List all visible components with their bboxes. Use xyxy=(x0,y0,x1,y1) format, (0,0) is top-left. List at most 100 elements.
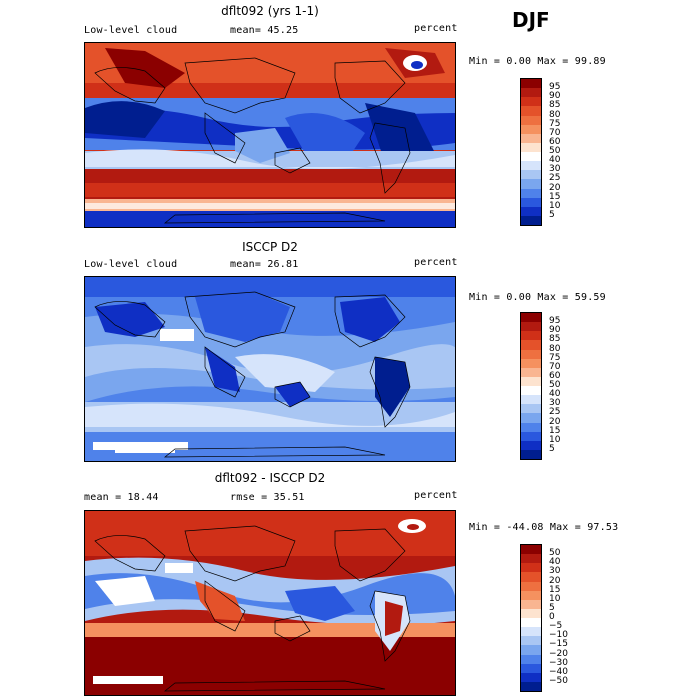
colorbar-tick-label: −50 xyxy=(549,675,568,686)
colorbar-tick-label: 20 xyxy=(549,416,561,427)
colorbar-swatch xyxy=(521,413,541,423)
colorbar-swatch xyxy=(521,554,541,564)
colorbar-tick-label: 50 xyxy=(549,380,561,390)
colorbar-tick-label: 95 xyxy=(549,82,561,93)
panel-1-title: dflt092 (yrs 1-1) xyxy=(221,4,319,18)
panel-2-colorbar xyxy=(520,312,542,460)
colorbar-swatch xyxy=(521,115,541,125)
colorbar-swatch xyxy=(521,197,541,207)
colorbar-swatch xyxy=(521,545,541,555)
colorbar-swatch xyxy=(521,599,541,609)
panel-2-colorbar-swatches xyxy=(521,313,541,459)
panel-2-variable-label: Low-level cloud xyxy=(84,259,178,270)
colorbar-tick-label: 95 xyxy=(549,316,561,327)
colorbar-swatch xyxy=(521,663,541,673)
colorbar-tick-label: −40 xyxy=(549,666,568,677)
colorbar-swatch xyxy=(521,386,541,396)
panel-1-min-max: Min = 0.00 Max = 99.89 xyxy=(469,56,606,67)
colorbar-tick-label: 25 xyxy=(549,407,561,418)
panel-3-map xyxy=(84,510,456,696)
panel-2-units-label: percent xyxy=(414,257,458,268)
colorbar-tick-label: 5 xyxy=(549,209,555,220)
colorbar-tick-label: −5 xyxy=(549,621,563,632)
colorbar-swatch xyxy=(521,349,541,359)
panel-3-colorbar xyxy=(520,544,542,692)
colorbar-swatch xyxy=(521,340,541,350)
colorbar-swatch xyxy=(521,645,541,655)
colorbar-tick-label: 75 xyxy=(549,118,561,129)
colorbar-tick-label: 40 xyxy=(549,557,561,568)
colorbar-tick-label: 0 xyxy=(549,612,555,622)
season-label: DJF xyxy=(512,8,550,32)
panel-1-units-label: percent xyxy=(414,23,458,34)
colorbar-tick-label: 30 xyxy=(549,398,561,409)
colorbar-swatch xyxy=(521,179,541,189)
panel-1-mean-label: mean= 45.25 xyxy=(230,25,299,36)
colorbar-swatch xyxy=(521,608,541,618)
colorbar-tick-label: −30 xyxy=(549,657,568,668)
colorbar-tick-label: 50 xyxy=(549,548,561,559)
colorbar-tick-label: 30 xyxy=(549,164,561,175)
colorbar-swatch xyxy=(521,170,541,180)
panel-2-title: ISCCP D2 xyxy=(242,240,298,254)
panel-1-colorbar xyxy=(520,78,542,226)
colorbar-swatch xyxy=(521,97,541,107)
colorbar-swatch xyxy=(521,188,541,198)
colorbar-swatch xyxy=(521,681,541,691)
panel-2-map-field xyxy=(85,277,455,461)
colorbar-tick-label: −15 xyxy=(549,639,568,650)
colorbar-tick-label: 70 xyxy=(549,127,561,138)
colorbar-tick-label: 40 xyxy=(549,155,561,166)
panel-3-units-label: percent xyxy=(414,490,458,501)
panel-3-map-field xyxy=(85,511,455,695)
colorbar-swatch xyxy=(521,636,541,646)
colorbar-swatch xyxy=(521,376,541,386)
colorbar-tick-label: 30 xyxy=(549,566,561,577)
colorbar-swatch xyxy=(521,358,541,368)
colorbar-swatch xyxy=(521,79,541,89)
colorbar-swatch xyxy=(521,142,541,152)
colorbar-tick-label: 20 xyxy=(549,182,561,193)
panel-1-variable-label: Low-level cloud xyxy=(84,25,178,36)
panel-3-title: dflt092 - ISCCP D2 xyxy=(214,471,326,485)
panel-1-map-field xyxy=(85,43,455,227)
colorbar-swatch xyxy=(521,590,541,600)
colorbar-swatch xyxy=(521,672,541,682)
colorbar-swatch xyxy=(521,395,541,405)
colorbar-swatch xyxy=(521,422,541,432)
colorbar-swatch xyxy=(521,572,541,582)
colorbar-swatch xyxy=(521,367,541,377)
panel-2-min-max: Min = 0.00 Max = 59.59 xyxy=(469,292,606,303)
colorbar-swatch xyxy=(521,581,541,591)
colorbar-tick-label: 10 xyxy=(549,593,561,604)
colorbar-tick-label: 60 xyxy=(549,136,561,147)
colorbar-tick-label: 90 xyxy=(549,325,561,336)
panel-2-map xyxy=(84,276,456,462)
colorbar-tick-label: 5 xyxy=(549,443,555,454)
panel-2-mean-label: mean= 26.81 xyxy=(230,259,299,270)
colorbar-tick-label: 85 xyxy=(549,334,561,345)
colorbar-swatch xyxy=(521,133,541,143)
colorbar-swatch xyxy=(521,440,541,450)
colorbar-swatch xyxy=(521,654,541,664)
panel-3-rmse-label: rmse = 35.51 xyxy=(230,492,305,503)
colorbar-swatch xyxy=(521,88,541,98)
colorbar-tick-label: 60 xyxy=(549,370,561,381)
colorbar-swatch xyxy=(521,206,541,216)
colorbar-swatch xyxy=(521,152,541,162)
panel-1-map xyxy=(84,42,456,228)
colorbar-swatch xyxy=(521,449,541,459)
colorbar-tick-label: 75 xyxy=(549,352,561,363)
colorbar-tick-label: 25 xyxy=(549,173,561,184)
colorbar-swatch xyxy=(521,124,541,134)
colorbar-swatch xyxy=(521,313,541,323)
colorbar-tick-label: 80 xyxy=(549,343,561,354)
colorbar-tick-label: −20 xyxy=(549,648,568,659)
colorbar-tick-label: 10 xyxy=(549,200,561,211)
colorbar-swatch xyxy=(521,431,541,441)
colorbar-swatch xyxy=(521,215,541,225)
colorbar-swatch xyxy=(521,618,541,628)
colorbar-tick-label: 20 xyxy=(549,575,561,586)
colorbar-tick-label: 80 xyxy=(549,109,561,120)
panel-3-colorbar-swatches xyxy=(521,545,541,691)
